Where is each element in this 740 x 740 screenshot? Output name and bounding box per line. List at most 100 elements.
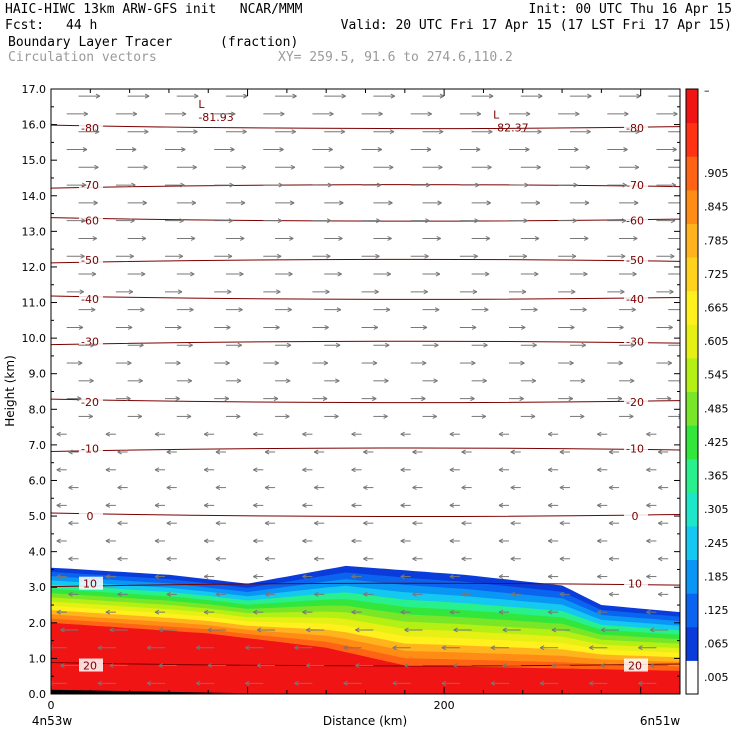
y-tick-label: 10.0	[22, 332, 47, 345]
vector-arrowhead	[175, 396, 180, 402]
vector-arrowhead	[404, 663, 409, 668]
vector-arrowhead	[498, 431, 504, 437]
vector-arrowhead	[583, 236, 589, 241]
vector-arrowhead	[449, 538, 455, 544]
contour-line	[51, 295, 680, 300]
vector-arrowhead	[547, 431, 553, 437]
header-fcst-value: 44 h	[66, 18, 98, 33]
vector-arrowhead	[539, 645, 545, 651]
vector-arrowhead	[126, 396, 131, 402]
vector-arrowhead	[264, 556, 270, 562]
contour-line	[51, 512, 680, 517]
vector-arrowhead	[245, 680, 250, 686]
vector-arrowhead	[97, 645, 103, 651]
vector-arrowhead	[682, 272, 686, 276]
colorbar-label: .905	[704, 167, 729, 180]
vector-arrowhead	[425, 218, 430, 224]
vector-arrowhead	[597, 609, 602, 615]
vector-arrowhead	[624, 111, 629, 117]
vector-arrowhead	[632, 271, 637, 277]
contour-label: -60	[626, 215, 644, 228]
contour-line	[51, 398, 680, 404]
vector-arrowhead	[608, 485, 614, 491]
vector-arrowhead	[387, 236, 392, 241]
contour-label: -50	[626, 254, 644, 267]
vector-arrowhead	[389, 129, 395, 135]
y-tick-label: 12.0	[22, 261, 47, 274]
vector-arrowhead	[292, 93, 297, 99]
vector-arrowhead	[386, 271, 392, 277]
vector-arrowhead	[608, 520, 614, 526]
vector-arrowhead	[158, 663, 164, 668]
vector-arrowhead	[215, 449, 221, 455]
vector-arrowhead	[376, 182, 382, 188]
vector-arrowhead	[68, 520, 73, 526]
vector-arrowhead	[355, 663, 360, 668]
vector-arrowhead	[236, 378, 242, 384]
vector-arrowhead	[461, 520, 466, 526]
vector-arrowhead	[461, 556, 466, 562]
contour-label: -10	[81, 442, 99, 455]
vector-arrowhead	[597, 574, 602, 580]
vector-arrowhead	[190, 271, 195, 277]
contour-line	[51, 124, 680, 130]
vector-arrowhead	[363, 591, 368, 597]
y-tick-label: 17.0	[22, 83, 47, 96]
vector-arrowhead	[273, 396, 279, 402]
vector-arrowhead	[68, 449, 73, 455]
vector-arrowhead	[81, 182, 87, 188]
vector-arrowhead	[532, 342, 537, 348]
colorbar-swatch	[686, 156, 698, 191]
vector-arrowhead	[638, 680, 643, 686]
vector-arrowhead	[449, 431, 455, 437]
vector-arrowhead	[81, 218, 86, 224]
vector-arrowhead	[56, 574, 61, 580]
vector-arrowhead	[60, 663, 65, 668]
vector-arrowhead	[56, 538, 61, 544]
terrain	[51, 689, 248, 694]
vector-arrowhead	[139, 342, 144, 348]
vector-arrowhead	[77, 360, 83, 366]
vector-arrowhead	[144, 129, 149, 135]
vector-arrowhead	[484, 307, 489, 313]
vector-arrowhead	[608, 591, 614, 597]
vector-arrowhead	[181, 111, 187, 117]
contour-label: -10	[626, 442, 644, 455]
vector-arrowhead	[646, 467, 651, 473]
vector-arrowhead	[573, 182, 578, 188]
vector-arrowhead	[571, 253, 577, 259]
vector-arrowhead	[215, 485, 221, 491]
vector-arrowhead	[130, 218, 135, 224]
vector-arrowhead	[439, 93, 445, 99]
contour-label: -70	[626, 179, 644, 192]
vector-arrowhead	[277, 218, 283, 224]
vector-arrowhead	[385, 307, 391, 313]
vector-arrowhead	[60, 627, 65, 633]
vector-arrowhead	[238, 307, 243, 313]
vector-arrowhead	[471, 360, 476, 366]
vector-arrowhead	[559, 520, 565, 526]
vector-arrowhead	[77, 396, 82, 402]
vector-arrowhead	[142, 200, 147, 206]
vector-arrowhead	[490, 645, 496, 651]
vector-arrowhead	[472, 289, 478, 295]
vector-arrowhead	[166, 520, 172, 526]
vector-arrowhead	[657, 556, 663, 562]
vector-arrowhead	[374, 289, 379, 295]
vector-arrowhead	[131, 182, 136, 188]
header-field-units: (fraction)	[220, 35, 299, 50]
vector-arrowhead	[377, 147, 383, 152]
vector-arrowhead	[256, 627, 262, 633]
contour-label-bg	[79, 509, 103, 523]
colorbar-label: .485	[704, 402, 729, 415]
vector-arrowhead	[302, 431, 307, 437]
x-right-end-label: 6n51w	[640, 714, 681, 728]
x-tick-label: 200	[434, 699, 455, 712]
vector-arrowhead	[551, 627, 557, 633]
vector-arrowhead	[225, 360, 230, 366]
vector-arrowhead	[584, 200, 590, 206]
vector-arrowhead	[617, 396, 623, 402]
vector-arrowhead	[634, 164, 640, 170]
vector-arrowhead	[338, 236, 343, 241]
